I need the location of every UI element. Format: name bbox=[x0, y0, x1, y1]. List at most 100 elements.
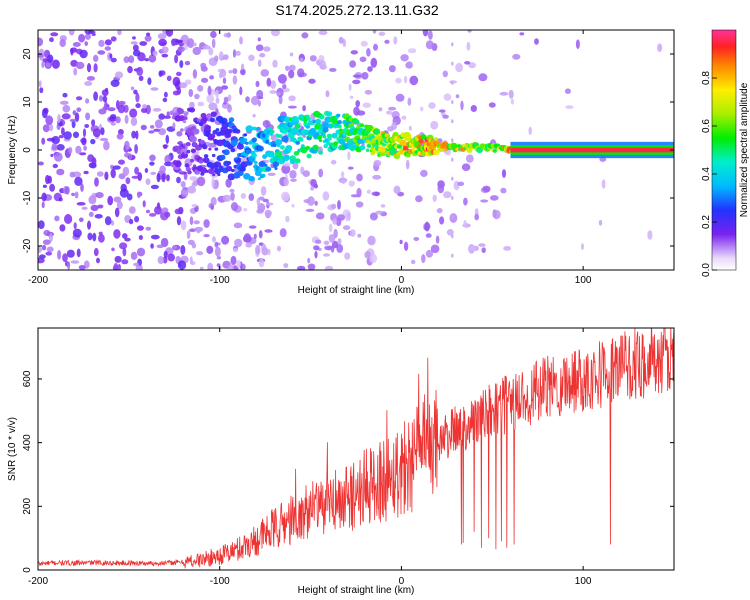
artifact-dot bbox=[451, 42, 454, 47]
noise-blob bbox=[115, 116, 121, 124]
noise-blob bbox=[309, 55, 317, 62]
noise-blob bbox=[124, 114, 129, 124]
noise-blob bbox=[136, 225, 144, 231]
noise-blob bbox=[482, 185, 491, 192]
noise-blob bbox=[69, 118, 77, 123]
ridge-blob bbox=[261, 173, 266, 178]
noise-blob bbox=[508, 89, 514, 99]
noise-blob bbox=[461, 163, 471, 171]
noise-blob bbox=[232, 68, 238, 75]
noise-blob bbox=[211, 38, 216, 49]
noise-blob bbox=[314, 200, 318, 206]
noise-blob bbox=[276, 245, 282, 252]
noise-blob bbox=[117, 30, 122, 36]
noise-blob bbox=[206, 245, 214, 254]
noise-blob bbox=[92, 232, 97, 242]
ridge-blob bbox=[178, 140, 183, 144]
ridge-blob bbox=[274, 167, 278, 170]
noise-blob bbox=[367, 235, 376, 246]
noise-blob bbox=[366, 48, 371, 57]
noise-blob bbox=[305, 208, 315, 212]
noise-blob bbox=[413, 237, 420, 241]
chart-title: S174.2025.272.13.11.G32 bbox=[275, 2, 438, 18]
noise-blob bbox=[598, 219, 603, 226]
noise-blob bbox=[353, 106, 360, 116]
noise-blob bbox=[53, 152, 63, 162]
noise-blob bbox=[66, 249, 75, 258]
y-tick-label: 600 bbox=[22, 370, 33, 387]
noise-blob bbox=[285, 65, 290, 72]
noise-blob bbox=[47, 54, 54, 63]
noise-blob bbox=[264, 229, 273, 233]
noise-blob bbox=[208, 102, 218, 111]
noise-blob bbox=[126, 193, 133, 201]
noise-blob bbox=[180, 220, 187, 231]
ridge-blob bbox=[277, 144, 281, 148]
noise-blob bbox=[324, 265, 334, 270]
noise-blob bbox=[407, 97, 412, 106]
ridge-blob bbox=[294, 123, 301, 129]
noise-blob bbox=[468, 62, 476, 69]
x-tick-label: -100 bbox=[210, 576, 230, 587]
noise-blob bbox=[176, 216, 182, 226]
ridge-blob bbox=[258, 161, 266, 168]
noise-blob bbox=[86, 63, 92, 73]
noise-blob bbox=[403, 75, 408, 84]
noise-blob bbox=[130, 251, 138, 260]
noise-blob bbox=[302, 105, 306, 112]
noise-blob bbox=[164, 161, 173, 167]
noise-blob bbox=[148, 54, 157, 63]
noise-blob bbox=[415, 195, 423, 203]
ridge-blob bbox=[272, 161, 280, 167]
ridge-blob bbox=[294, 158, 301, 164]
ridge-blob bbox=[299, 138, 304, 142]
noise-blob bbox=[150, 125, 155, 129]
ridge-blob bbox=[360, 123, 365, 128]
noise-blob bbox=[297, 68, 305, 78]
ridge-blob bbox=[384, 133, 389, 138]
noise-blob bbox=[129, 108, 138, 118]
ridge-blob bbox=[405, 132, 412, 138]
noise-blob bbox=[135, 92, 140, 103]
ridge-blob bbox=[251, 137, 257, 143]
noise-blob bbox=[565, 105, 574, 109]
noise-blob bbox=[210, 30, 217, 39]
noise-blob bbox=[297, 265, 306, 270]
noise-blob bbox=[81, 206, 88, 210]
colorbar-gradient bbox=[711, 29, 737, 271]
ridge-blob bbox=[492, 148, 497, 153]
noise-blob bbox=[102, 95, 108, 103]
artifact-dot bbox=[451, 61, 454, 66]
ridge-blob bbox=[279, 145, 285, 150]
noise-blob bbox=[84, 41, 88, 46]
noise-blob bbox=[38, 220, 45, 229]
noise-blob bbox=[161, 53, 169, 58]
noise-blob bbox=[425, 249, 433, 258]
ridge-blob bbox=[245, 125, 254, 133]
noise-blob bbox=[480, 199, 489, 203]
noise-blob bbox=[110, 122, 117, 126]
ridge-blob bbox=[252, 126, 257, 131]
noise-blob bbox=[389, 65, 396, 73]
ridge-blob bbox=[217, 173, 221, 177]
noise-blob bbox=[75, 145, 82, 154]
noise-blob bbox=[111, 247, 115, 252]
ridge-blob bbox=[223, 149, 230, 156]
noise-blob bbox=[349, 60, 356, 68]
noise-blob bbox=[197, 85, 204, 92]
noise-blob bbox=[328, 234, 336, 243]
noise-blob bbox=[262, 198, 269, 203]
noise-blob bbox=[211, 177, 215, 188]
noise-blob bbox=[374, 191, 380, 197]
noise-blob bbox=[64, 214, 73, 224]
noise-blob bbox=[164, 154, 172, 164]
noise-blob bbox=[455, 94, 460, 99]
noise-blob bbox=[488, 102, 496, 108]
noise-blob bbox=[192, 42, 197, 47]
noise-blob bbox=[360, 40, 368, 47]
noise-blob bbox=[408, 125, 412, 131]
ridge-blob bbox=[366, 125, 374, 132]
ridge-blob bbox=[366, 143, 372, 148]
noise-blob bbox=[150, 234, 160, 240]
noise-blob bbox=[75, 96, 83, 101]
